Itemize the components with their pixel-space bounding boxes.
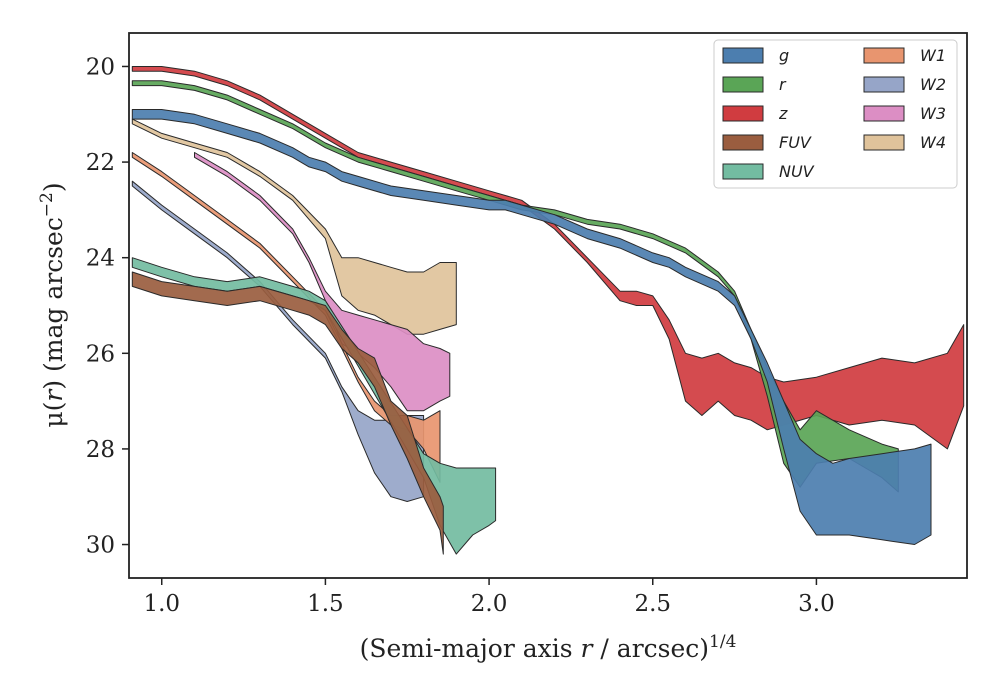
- x-tick-label: 2.5: [634, 591, 671, 617]
- y-tick-label: 28: [86, 437, 115, 463]
- legend-swatch-nuv: [722, 163, 764, 180]
- legend-items: grz FUV NUV W1 W2 W3 W4: [722, 46, 946, 181]
- y-axis-label: μ(r) (mag arcsec−2): [37, 182, 68, 427]
- x-axis-label: (Semi-major axis r / arcsec)1/4: [360, 632, 737, 663]
- y-tick-label: 22: [86, 150, 115, 176]
- legend-swatch-w1: [863, 47, 905, 64]
- legend-label-w1: W1: [920, 46, 946, 65]
- band-fuv: [131, 271, 444, 555]
- legend-swatch-z: [722, 105, 764, 122]
- legend: grz FUV NUV W1 W2 W3 W4: [713, 39, 958, 189]
- series-bands: [131, 66, 965, 555]
- x-ticks: 1.0 1.5 2.0 2.5 3.0: [143, 578, 835, 617]
- band-w4: [131, 118, 457, 335]
- band-w3: [194, 152, 451, 412]
- y-ticks: 20 22 24 26 28 30: [86, 54, 129, 559]
- legend-swatch-w3: [863, 105, 905, 122]
- legend-swatch-r: [722, 76, 764, 93]
- legend-swatch-w4: [863, 134, 905, 151]
- legend-label-w2: W2: [920, 75, 946, 94]
- band-g: [131, 109, 932, 545]
- legend-label-r: r: [779, 75, 787, 94]
- x-tick-label: 1.0: [143, 591, 180, 617]
- legend-label-w3: W3: [920, 104, 946, 123]
- legend-label-fuv: FUV: [779, 133, 812, 152]
- legend-swatch-g: [722, 47, 764, 64]
- y-tick-label: 24: [86, 246, 115, 272]
- plot-frame: [128, 32, 968, 579]
- legend-label-w4: W4: [920, 133, 946, 152]
- x-tick-label: 2.0: [471, 591, 508, 617]
- legend-label-z: z: [778, 104, 788, 123]
- x-tick-label: 3.0: [798, 591, 835, 617]
- legend-swatch-fuv: [722, 134, 764, 151]
- legend-label-g: g: [779, 46, 789, 65]
- legend-label-nuv: NUV: [779, 162, 815, 181]
- y-tick-label: 30: [86, 533, 115, 559]
- x-tick-label: 1.5: [307, 591, 344, 617]
- y-tick-label: 26: [86, 341, 115, 367]
- y-tick-label: 20: [86, 54, 115, 80]
- legend-swatch-w2: [863, 76, 905, 93]
